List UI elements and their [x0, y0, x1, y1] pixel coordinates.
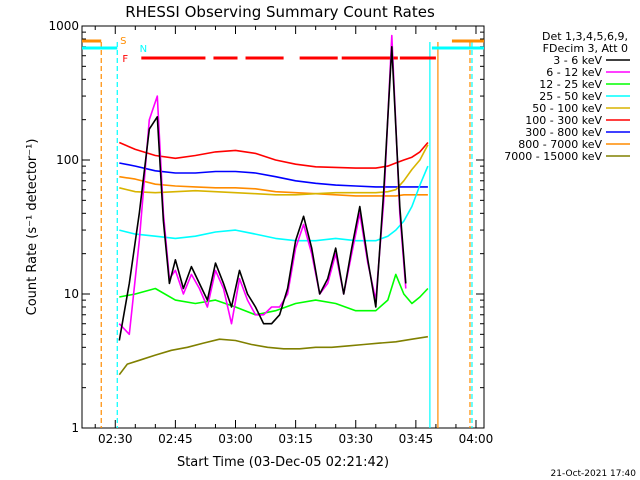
status-flags: S N F — [82, 36, 484, 65]
y-tick-label: 10 — [64, 287, 79, 301]
series-line — [118, 335, 429, 376]
y-tick-label: 100 — [56, 153, 79, 167]
series-line — [119, 175, 428, 197]
legend-label: 100 - 300 keV — [525, 114, 602, 127]
x-tick-label: 03:30 — [338, 432, 373, 446]
flag-label-F: F — [122, 54, 128, 65]
legend-label: 7000 - 15000 keV — [504, 150, 602, 163]
y-axis-ticks: 1 10 100 1000 — [48, 19, 484, 435]
plot-frame — [81, 25, 485, 429]
legend: Det 1,3,4,5,6,9,FDecim 3, Att 03 - 6 keV… — [504, 30, 630, 163]
x-tick-label: 03:45 — [399, 432, 434, 446]
flag-label-N: N — [140, 44, 147, 55]
series-line — [118, 34, 407, 336]
legend-label: 6 - 12 keV — [546, 66, 602, 79]
series-line — [119, 165, 429, 242]
x-tick-label: 04:00 — [459, 432, 494, 446]
y-tick-label: 1000 — [48, 19, 79, 33]
series-line — [119, 162, 428, 188]
legend-label: 12 - 25 keV — [539, 78, 602, 91]
y-tick-label: 1 — [71, 421, 79, 435]
x-tick-label: 03:00 — [218, 432, 253, 446]
x-tick-label: 03:15 — [278, 432, 313, 446]
x-axis-ticks: 02:30 02:45 03:00 03:15 03:30 03:45 04:00 — [94, 26, 494, 446]
chart-title: RHESSI Observing Summary Count Rates — [125, 3, 435, 21]
x-tick-label: 02:30 — [98, 432, 133, 446]
series-lines — [118, 34, 429, 376]
series-line — [118, 45, 407, 341]
series-line — [119, 144, 429, 196]
legend-label: 25 - 50 keV — [539, 90, 602, 103]
legend-label: 300 - 800 keV — [525, 126, 602, 139]
vertical-markers — [100, 42, 473, 428]
x-axis-label: Start Time (03-Dec-05 02:21:42) — [177, 455, 389, 470]
series-line — [119, 273, 429, 316]
x-tick-label: 02:45 — [158, 432, 193, 446]
legend-label: 50 - 100 keV — [532, 102, 602, 115]
legend-header: FDecim 3, Att 0 — [543, 42, 628, 55]
footer-timestamp: 21-Oct-2021 17:40 — [551, 469, 637, 479]
legend-label: 3 - 6 keV — [553, 54, 602, 67]
legend-label: 800 - 7000 keV — [518, 138, 602, 151]
flag-label-S: S — [120, 36, 126, 47]
legend-header: Det 1,3,4,5,6,9, — [542, 30, 628, 43]
plot-area: 1 10 100 1000 02:30 02:45 03:00 03:15 03:30 03:4… — [48, 19, 493, 446]
y-axis-label: Count Rate (s⁻¹ detector⁻¹) — [25, 139, 40, 316]
series-line — [118, 141, 429, 169]
